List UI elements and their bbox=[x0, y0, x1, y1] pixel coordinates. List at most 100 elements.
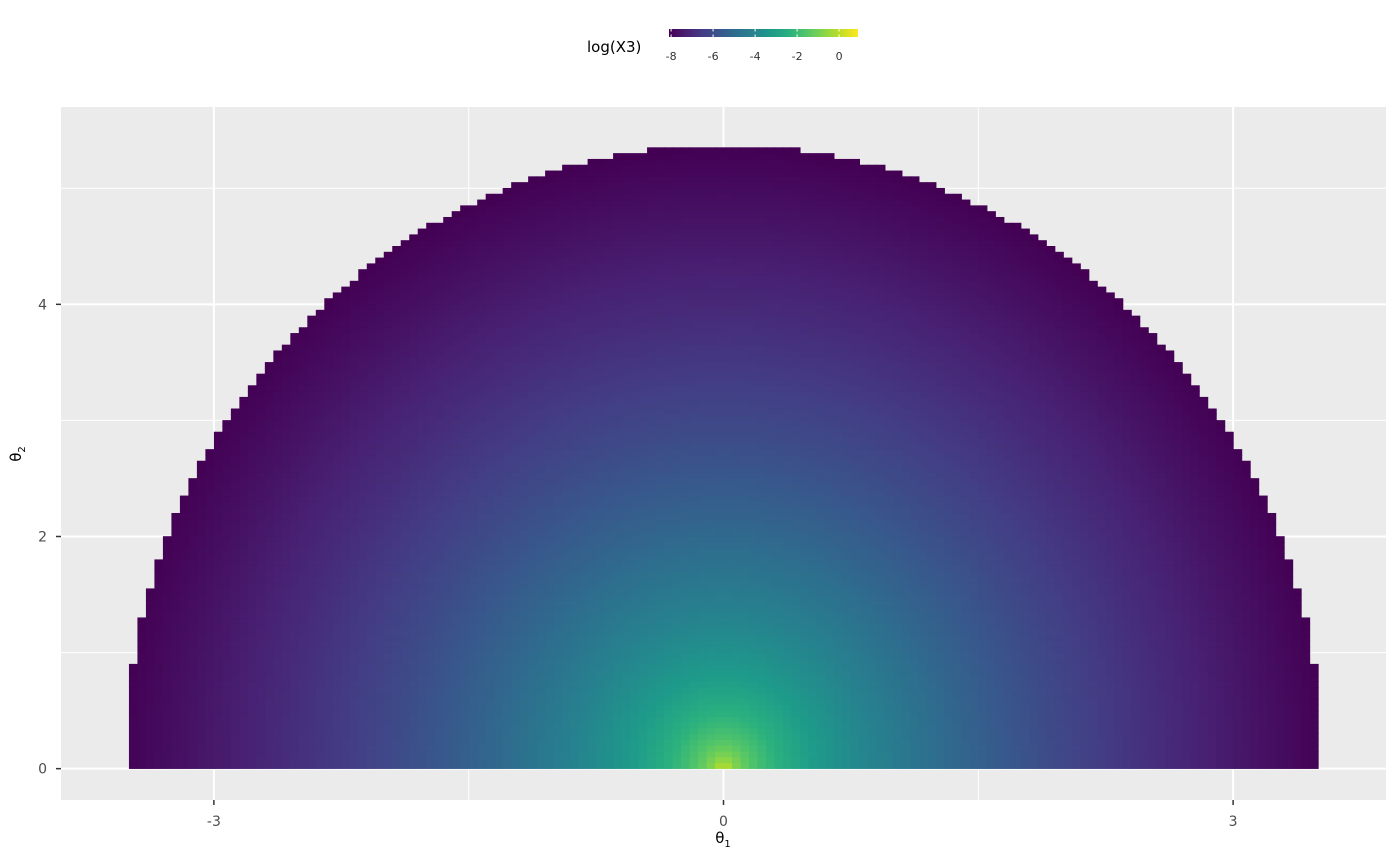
heatmap-cell bbox=[833, 698, 844, 706]
heatmap-cell bbox=[1122, 710, 1132, 717]
heatmap-cell bbox=[154, 582, 164, 590]
heatmap-cell bbox=[400, 762, 410, 769]
heatmap-cell bbox=[791, 681, 801, 688]
heatmap-cell bbox=[850, 600, 860, 607]
heatmap-cell bbox=[179, 698, 189, 706]
heatmap-cell bbox=[290, 588, 300, 595]
heatmap-cell bbox=[613, 571, 623, 578]
heatmap-cell bbox=[613, 727, 623, 735]
heatmap-cell bbox=[1097, 756, 1107, 764]
heatmap-cell bbox=[630, 559, 640, 566]
heatmap-cell bbox=[1182, 710, 1192, 717]
heatmap-cell bbox=[1216, 565, 1226, 572]
heatmap-cell bbox=[179, 739, 189, 746]
heatmap-cell bbox=[1250, 588, 1260, 595]
heatmap-cell bbox=[451, 681, 461, 688]
heatmap-cell bbox=[468, 565, 478, 572]
heatmap-cell bbox=[986, 745, 996, 752]
heatmap-cell bbox=[1088, 733, 1098, 740]
heatmap-cell bbox=[1003, 640, 1013, 648]
heatmap-cell bbox=[859, 576, 869, 584]
heatmap-cell bbox=[1199, 727, 1209, 735]
heatmap-cell bbox=[927, 605, 937, 613]
heatmap-cell bbox=[1012, 605, 1022, 613]
heatmap-cell bbox=[1105, 634, 1115, 642]
heatmap-cell bbox=[502, 739, 512, 746]
heatmap-cell bbox=[774, 576, 784, 584]
heatmap-cell bbox=[1122, 611, 1132, 619]
heatmap-cell bbox=[511, 600, 521, 607]
heatmap-cell bbox=[545, 698, 555, 706]
heatmap-cell bbox=[1275, 565, 1285, 572]
heatmap-cell bbox=[366, 756, 376, 764]
heatmap-cell bbox=[494, 710, 504, 717]
heatmap-cell bbox=[1173, 617, 1183, 624]
heatmap-cell bbox=[723, 663, 733, 671]
heatmap-cell bbox=[952, 565, 962, 572]
heatmap-cell bbox=[1301, 750, 1311, 758]
heatmap-cell bbox=[927, 704, 937, 711]
heatmap-cell bbox=[969, 750, 979, 758]
heatmap-cell bbox=[706, 611, 716, 619]
heatmap-cell bbox=[1139, 687, 1149, 694]
heatmap-cell bbox=[681, 571, 691, 578]
heatmap-cell bbox=[621, 571, 631, 578]
heatmap-cell bbox=[961, 582, 971, 590]
heatmap-cell bbox=[587, 681, 597, 688]
heatmap-cell bbox=[392, 611, 402, 619]
heatmap-cell bbox=[630, 727, 640, 735]
heatmap-cell bbox=[757, 571, 767, 578]
heatmap-cell bbox=[579, 687, 589, 694]
heatmap-cell bbox=[1020, 634, 1030, 642]
heatmap-cell bbox=[1131, 756, 1141, 764]
heatmap-cell bbox=[417, 698, 427, 706]
heatmap-cell bbox=[689, 565, 699, 572]
heatmap-cell bbox=[1071, 698, 1081, 706]
heatmap-cell bbox=[1292, 663, 1302, 671]
heatmap-cell bbox=[782, 704, 793, 711]
heatmap-cell bbox=[553, 571, 563, 578]
heatmap-cell bbox=[630, 640, 640, 648]
heatmap-cell bbox=[1088, 652, 1098, 659]
heatmap-cell bbox=[451, 669, 461, 677]
heatmap-cell bbox=[884, 733, 894, 740]
heatmap-cell bbox=[579, 663, 589, 671]
heatmap-cell bbox=[816, 629, 827, 636]
heatmap-cell bbox=[952, 594, 962, 601]
heatmap-cell bbox=[409, 588, 419, 595]
heatmap-cell bbox=[366, 623, 376, 630]
heatmap-cell bbox=[706, 571, 716, 578]
heatmap-cell bbox=[825, 698, 835, 706]
heatmap-cell bbox=[791, 571, 801, 578]
heatmap-cell bbox=[910, 681, 920, 688]
heatmap-cell bbox=[630, 623, 640, 630]
heatmap-cell bbox=[1088, 698, 1098, 706]
heatmap-cell bbox=[1173, 594, 1183, 601]
heatmap-cell bbox=[409, 687, 419, 694]
heatmap-cell bbox=[290, 658, 300, 665]
heatmap-cell bbox=[1020, 565, 1030, 572]
heatmap-cell bbox=[171, 663, 181, 671]
heatmap-cell bbox=[995, 681, 1005, 688]
heatmap-cell bbox=[723, 733, 733, 740]
heatmap-cell bbox=[986, 600, 996, 607]
heatmap-cell bbox=[901, 663, 911, 671]
heatmap-cell bbox=[698, 750, 708, 758]
heatmap-cell bbox=[222, 750, 232, 758]
heatmap-cell bbox=[273, 687, 283, 694]
heatmap-cell bbox=[833, 675, 844, 682]
heatmap-cell bbox=[1284, 710, 1294, 717]
heatmap-cell bbox=[825, 605, 835, 613]
heatmap-cell bbox=[969, 663, 979, 671]
heatmap-cell bbox=[799, 640, 810, 648]
heatmap-cell bbox=[1233, 745, 1243, 752]
heatmap-cell bbox=[587, 727, 597, 735]
heatmap-cell bbox=[553, 675, 563, 682]
heatmap-cell bbox=[162, 640, 173, 648]
heatmap-cell bbox=[893, 716, 903, 723]
heatmap-cell bbox=[1190, 646, 1200, 653]
heatmap-cell bbox=[434, 600, 444, 607]
heatmap-cell bbox=[723, 652, 733, 659]
heatmap-cell bbox=[1071, 600, 1081, 607]
heatmap-cell bbox=[969, 571, 979, 578]
